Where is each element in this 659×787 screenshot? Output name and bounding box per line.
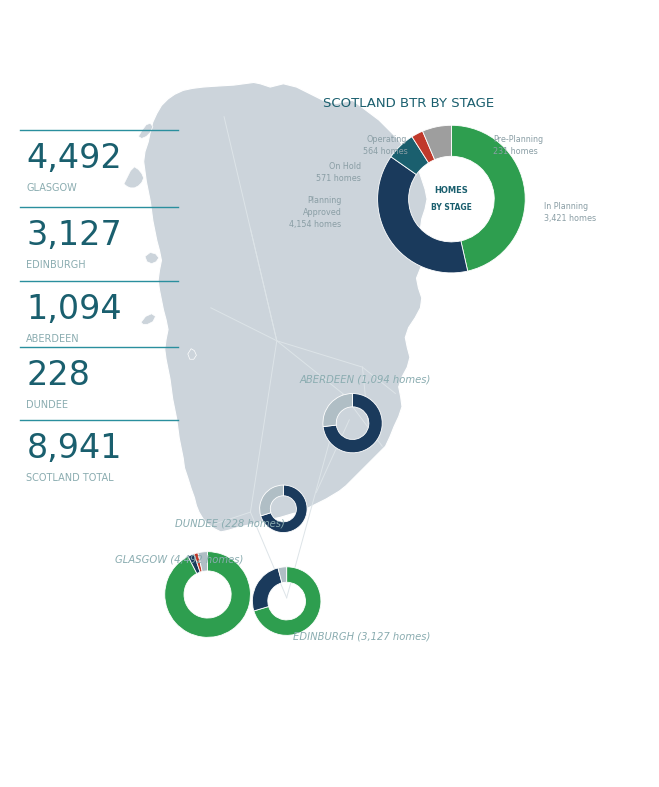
Text: ABERDEEN: ABERDEEN — [26, 334, 80, 345]
Text: In Planning
3,421 homes: In Planning 3,421 homes — [544, 202, 596, 223]
Wedge shape — [412, 131, 435, 163]
Polygon shape — [141, 314, 156, 324]
Wedge shape — [378, 157, 468, 273]
Polygon shape — [188, 349, 196, 359]
Text: EDINBURGH (3,127 homes): EDINBURGH (3,127 homes) — [293, 631, 430, 641]
Wedge shape — [165, 552, 250, 637]
Wedge shape — [323, 394, 353, 427]
Text: DUNDEE: DUNDEE — [26, 401, 69, 410]
Text: Operating
564 homes: Operating 564 homes — [362, 135, 407, 156]
Wedge shape — [260, 485, 283, 516]
Text: Pre-Planning
231 homes: Pre-Planning 231 homes — [493, 135, 543, 156]
Text: 8,941: 8,941 — [26, 432, 122, 464]
Text: 228: 228 — [26, 359, 90, 392]
Wedge shape — [451, 125, 525, 271]
Polygon shape — [145, 253, 159, 264]
Text: GLASGOW (4,492 homes): GLASGOW (4,492 homes) — [115, 555, 244, 564]
Polygon shape — [138, 124, 153, 139]
Wedge shape — [422, 125, 451, 160]
Wedge shape — [261, 485, 307, 533]
Text: HOMES: HOMES — [434, 186, 469, 195]
Text: On Hold
571 homes: On Hold 571 homes — [316, 162, 361, 183]
Wedge shape — [198, 552, 208, 571]
Wedge shape — [323, 394, 382, 453]
Text: 4,492: 4,492 — [26, 142, 122, 175]
Wedge shape — [278, 567, 287, 583]
Text: Planning
Approved
4,154 homes: Planning Approved 4,154 homes — [289, 196, 341, 228]
Text: EDINBURGH: EDINBURGH — [26, 260, 86, 270]
Text: SCOTLAND BTR BY STAGE: SCOTLAND BTR BY STAGE — [323, 97, 494, 110]
Wedge shape — [194, 552, 202, 572]
Wedge shape — [391, 137, 428, 175]
Wedge shape — [188, 554, 200, 574]
Text: DUNDEE (228 homes): DUNDEE (228 homes) — [175, 519, 285, 529]
Wedge shape — [254, 567, 321, 635]
Polygon shape — [124, 167, 144, 188]
Text: 3,127: 3,127 — [26, 219, 122, 252]
Text: BY STAGE: BY STAGE — [431, 202, 472, 212]
Polygon shape — [144, 83, 427, 532]
Text: SCOTLAND TOTAL: SCOTLAND TOTAL — [26, 473, 114, 483]
Wedge shape — [252, 568, 282, 611]
Text: 1,094: 1,094 — [26, 294, 122, 327]
Text: ABERDEEN (1,094 homes): ABERDEEN (1,094 homes) — [300, 374, 431, 384]
Text: GLASGOW: GLASGOW — [26, 183, 77, 193]
